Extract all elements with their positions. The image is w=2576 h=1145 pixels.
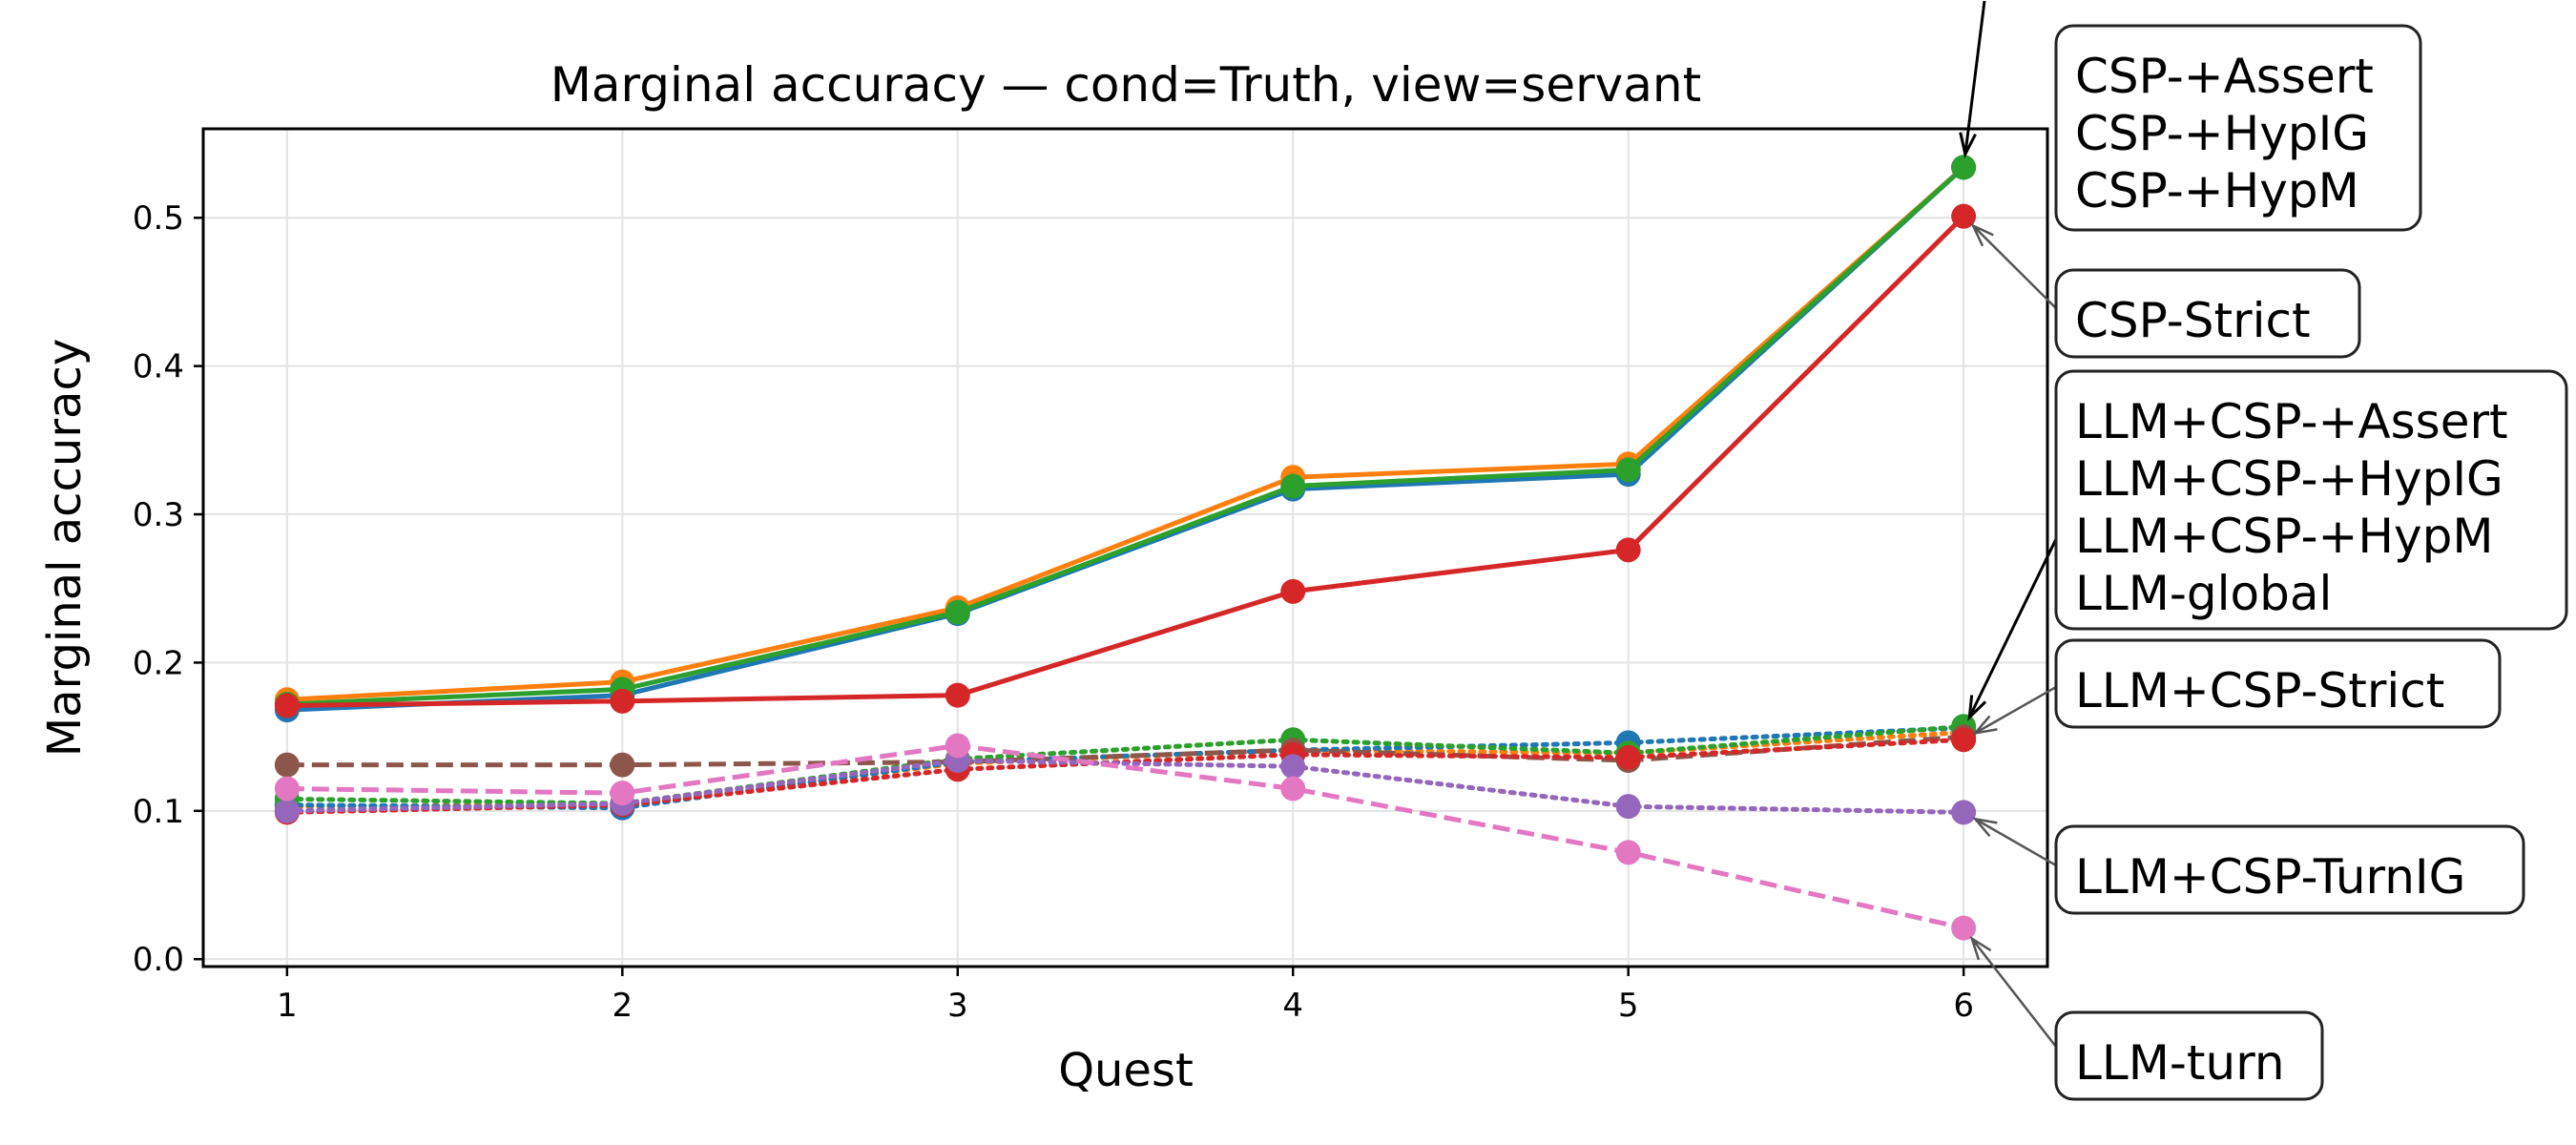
annotation-box bbox=[2054, 638, 2502, 729]
series-line bbox=[286, 165, 1965, 713]
annotation-box bbox=[2054, 369, 2568, 631]
annotation-arrowhead bbox=[1969, 935, 1992, 961]
annotation-box bbox=[2054, 824, 2525, 915]
data-point bbox=[274, 693, 300, 718]
series-line bbox=[286, 165, 1965, 702]
annotation-label: CSP-+HypIG bbox=[2075, 106, 2369, 161]
annotation-callout: CSP-Strict bbox=[1970, 222, 2361, 359]
data-point bbox=[610, 752, 635, 778]
data-point bbox=[1615, 457, 1641, 483]
annotation-label: LLM-turn bbox=[2075, 1035, 2285, 1091]
data-point bbox=[1280, 754, 1306, 780]
annotation-arrowhead bbox=[1967, 695, 1987, 721]
annotation-arrowhead bbox=[1972, 715, 1998, 736]
annotation-label: LLM+CSP-TurnIG bbox=[2075, 849, 2465, 905]
data-point bbox=[1951, 800, 1977, 825]
data-point bbox=[1951, 203, 1977, 229]
plot-frame bbox=[201, 127, 2049, 968]
y-tick-label: 0.4 bbox=[133, 348, 184, 386]
annotation-label: LLM-global bbox=[2075, 566, 2332, 621]
x-tick-label: 5 bbox=[1618, 987, 1639, 1025]
series-llm-turn bbox=[274, 733, 1977, 941]
data-point bbox=[274, 752, 300, 778]
series-csp-assert bbox=[274, 155, 1977, 713]
data-point bbox=[1951, 915, 1977, 941]
series-line bbox=[284, 723, 1966, 806]
series-csp-hypm bbox=[274, 155, 1977, 717]
data-point bbox=[1280, 578, 1306, 604]
series-line bbox=[286, 165, 1965, 707]
axis-ticks: 1 2 3 4 5 6 0.0 0.1 0.2 0.3 0.4 0.5 bbox=[133, 199, 1974, 1025]
annotation-callout: LLM+CSP-+AssertLLM+CSP-+HypIGLLM+CSP-+Hy… bbox=[1967, 369, 2568, 721]
data-point bbox=[1951, 727, 1977, 753]
series-group bbox=[274, 155, 1977, 941]
x-axis-label: Quest bbox=[1058, 1044, 1194, 1097]
y-tick-label: 0.0 bbox=[133, 941, 184, 979]
x-tick-label: 3 bbox=[947, 987, 968, 1025]
series-line bbox=[284, 758, 1966, 815]
annotation-arrowhead bbox=[1959, 132, 1977, 158]
annotation-arrowhead bbox=[1970, 222, 1994, 247]
data-point bbox=[1615, 744, 1641, 770]
y-tick-label: 0.3 bbox=[133, 496, 184, 534]
data-point bbox=[945, 682, 970, 708]
y-tick-label: 0.1 bbox=[133, 793, 184, 831]
series-line bbox=[286, 214, 1965, 708]
x-tick-label: 4 bbox=[1282, 987, 1303, 1025]
series-csp-hypig bbox=[274, 155, 1977, 723]
x-tick-label: 1 bbox=[277, 987, 298, 1025]
x-tick-label: 2 bbox=[612, 987, 633, 1025]
data-point bbox=[945, 733, 970, 759]
series-line bbox=[284, 729, 1966, 809]
series-line bbox=[284, 725, 1966, 811]
y-axis-label: Marginal accuracy bbox=[38, 339, 92, 758]
y-tick-label: 0.2 bbox=[133, 644, 184, 682]
annotation-arrow bbox=[1970, 937, 2064, 1056]
annotation-arrow bbox=[1974, 681, 2064, 735]
data-point bbox=[274, 776, 300, 802]
data-point bbox=[1615, 794, 1641, 820]
annotation-label: LLM+CSP-+Assert bbox=[2075, 394, 2508, 449]
annotation-label: CSP-+Assert bbox=[2075, 49, 2374, 104]
annotation-arrow bbox=[1974, 818, 2064, 871]
annotation-arrowhead bbox=[1972, 817, 1998, 838]
data-point bbox=[610, 781, 635, 806]
annotation-arrow bbox=[1972, 224, 2064, 316]
annotation-box bbox=[2054, 268, 2361, 359]
data-point bbox=[1951, 155, 1977, 180]
annotation-label: LLM+CSP-+HypM bbox=[2075, 509, 2493, 564]
data-point bbox=[1280, 776, 1306, 802]
data-point bbox=[274, 798, 300, 823]
annotation-label: CSP-+HypM bbox=[2075, 163, 2359, 219]
annotation-box bbox=[2054, 1010, 2324, 1101]
annotation-label: CSP-Strict bbox=[2075, 293, 2311, 348]
annotation-callout: LLM+CSP-TurnIG bbox=[1972, 817, 2525, 915]
annotation-box bbox=[2054, 24, 2422, 232]
annotation-arrow bbox=[1963, 0, 1986, 155]
annotation-callout: LLM+CSP-Strict bbox=[1972, 638, 2502, 736]
y-tick-label: 0.5 bbox=[133, 199, 184, 238]
data-point bbox=[1280, 473, 1306, 499]
chart-title: Marginal accuracy — cond=Truth, view=ser… bbox=[551, 57, 1701, 113]
data-point bbox=[1615, 537, 1641, 563]
series-line bbox=[286, 742, 1964, 931]
x-tick-label: 6 bbox=[1953, 987, 1974, 1025]
annotation-label: LLM+CSP-+HypIG bbox=[2075, 451, 2503, 507]
annotation-callout: LLM-turn bbox=[1969, 935, 2324, 1101]
annotation-label: LLM+CSP-Strict bbox=[2075, 663, 2444, 718]
data-point bbox=[610, 688, 635, 714]
series-csp-strict bbox=[274, 203, 1977, 718]
data-point bbox=[1615, 840, 1641, 865]
data-point bbox=[945, 599, 970, 625]
